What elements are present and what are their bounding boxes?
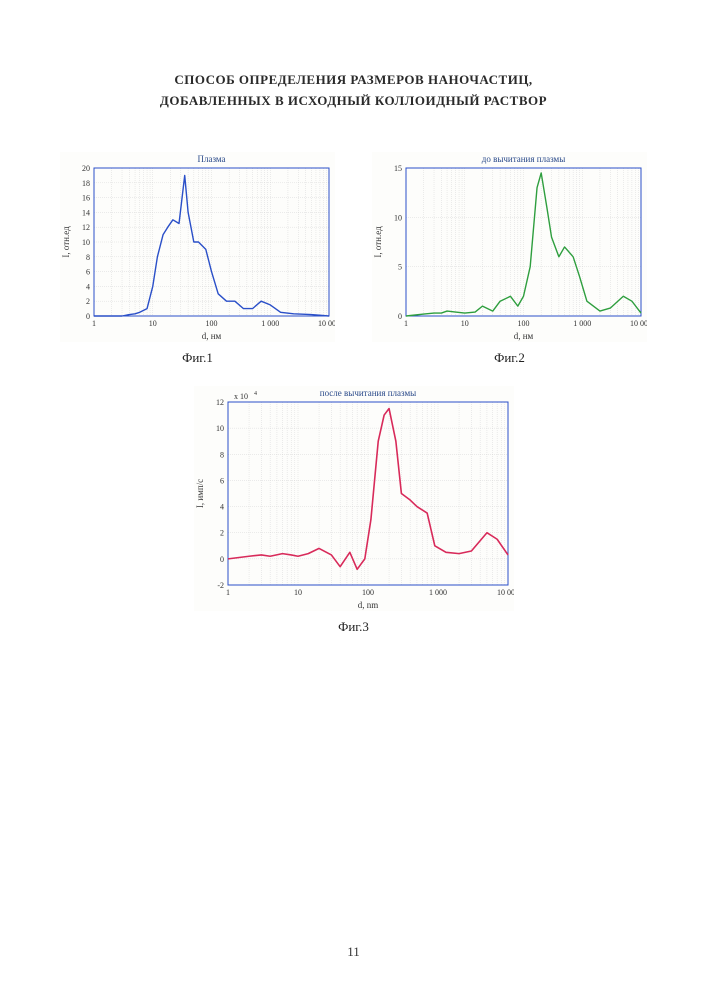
figure-1-chart: 1 10 100 1 000 10 000 0 2 4 6 8 10 12 14 16 18 20 Плазма… [60, 152, 335, 342]
svg-text:10: 10 [82, 238, 90, 247]
svg-text:5: 5 [398, 262, 402, 271]
svg-text:I, имп/с: I, имп/с [195, 478, 205, 507]
svg-text:10 000: 10 000 [318, 319, 335, 328]
svg-text:8: 8 [86, 252, 90, 261]
svg-text:1 000: 1 000 [429, 588, 447, 597]
svg-text:12: 12 [216, 398, 224, 407]
svg-text:0: 0 [220, 554, 224, 563]
figure-2-caption: Фиг.2 [494, 350, 525, 366]
figure-3-chart: 1 10 100 1 000 10 000 -2 0 2 4 6 8 10 12 после вычита… [194, 386, 514, 611]
svg-text:1: 1 [404, 319, 408, 328]
svg-text:100: 100 [206, 319, 218, 328]
svg-text:10 000: 10 000 [497, 588, 514, 597]
svg-text:10: 10 [394, 213, 402, 222]
svg-text:2: 2 [220, 528, 224, 537]
svg-text:14: 14 [82, 208, 90, 217]
svg-text:6: 6 [220, 476, 224, 485]
svg-text:0: 0 [398, 312, 402, 321]
svg-text:8: 8 [220, 450, 224, 459]
svg-text:x 10: x 10 [234, 392, 248, 401]
page-title: СПОСОБ ОПРЕДЕЛЕНИЯ РАЗМЕРОВ НАНОЧАСТИЦ, … [60, 70, 647, 112]
svg-text:10: 10 [461, 319, 469, 328]
title-line-1: СПОСОБ ОПРЕДЕЛЕНИЯ РАЗМЕРОВ НАНОЧАСТИЦ, [60, 70, 647, 91]
svg-text:10: 10 [149, 319, 157, 328]
svg-text:6: 6 [86, 267, 90, 276]
svg-text:-2: -2 [217, 581, 224, 590]
svg-text:16: 16 [82, 193, 90, 202]
svg-text:100: 100 [518, 319, 530, 328]
figure-3-caption: Фиг.3 [338, 619, 369, 635]
figure-1-caption: Фиг.1 [182, 350, 213, 366]
svg-text:1: 1 [92, 319, 96, 328]
svg-text:10: 10 [294, 588, 302, 597]
svg-text:Плазма: Плазма [197, 154, 225, 164]
svg-text:12: 12 [82, 223, 90, 232]
svg-text:до вычитания плазмы: до вычитания плазмы [482, 154, 566, 164]
title-line-2: ДОБАВЛЕННЫХ В ИСХОДНЫЙ КОЛЛОИДНЫЙ РАСТВО… [60, 91, 647, 112]
svg-text:I, отн.ед: I, отн.ед [373, 226, 383, 258]
figure-2-block: 1 10 100 1 000 10 000 0 5 10 15 до вычитания плаз… [372, 152, 647, 366]
svg-text:100: 100 [362, 588, 374, 597]
svg-text:1 000: 1 000 [573, 319, 591, 328]
svg-text:0: 0 [86, 312, 90, 321]
figure-3-block: 1 10 100 1 000 10 000 -2 0 2 4 6 8 10 12 после вычита… [194, 386, 514, 635]
svg-text:4: 4 [220, 502, 224, 511]
figure-row-bottom: 1 10 100 1 000 10 000 -2 0 2 4 6 8 10 12 после вычита… [60, 386, 647, 635]
svg-text:1 000: 1 000 [261, 319, 279, 328]
svg-text:20: 20 [82, 164, 90, 173]
svg-text:10: 10 [216, 424, 224, 433]
svg-text:18: 18 [82, 178, 90, 187]
svg-text:10 000: 10 000 [630, 319, 647, 328]
svg-text:1: 1 [226, 588, 230, 597]
svg-text:d, нм: d, нм [202, 331, 222, 341]
svg-text:d, nm: d, nm [357, 600, 378, 610]
figure-1-block: 1 10 100 1 000 10 000 0 2 4 6 8 10 12 14 16 18 20 Плазма… [60, 152, 335, 366]
svg-text:15: 15 [394, 164, 402, 173]
figure-2-chart: 1 10 100 1 000 10 000 0 5 10 15 до вычитания плаз… [372, 152, 647, 342]
svg-text:4: 4 [86, 282, 90, 291]
svg-text:I, отн.ед: I, отн.ед [61, 226, 71, 258]
figure-row-top: 1101001 00010 00002468101214161820Плазма… [60, 152, 647, 366]
svg-text:после вычитания плазмы: после вычитания плазмы [319, 388, 415, 398]
svg-text:d, нм: d, нм [514, 331, 534, 341]
page-number: 11 [0, 944, 707, 960]
svg-text:2: 2 [86, 297, 90, 306]
svg-text:4: 4 [254, 391, 257, 397]
